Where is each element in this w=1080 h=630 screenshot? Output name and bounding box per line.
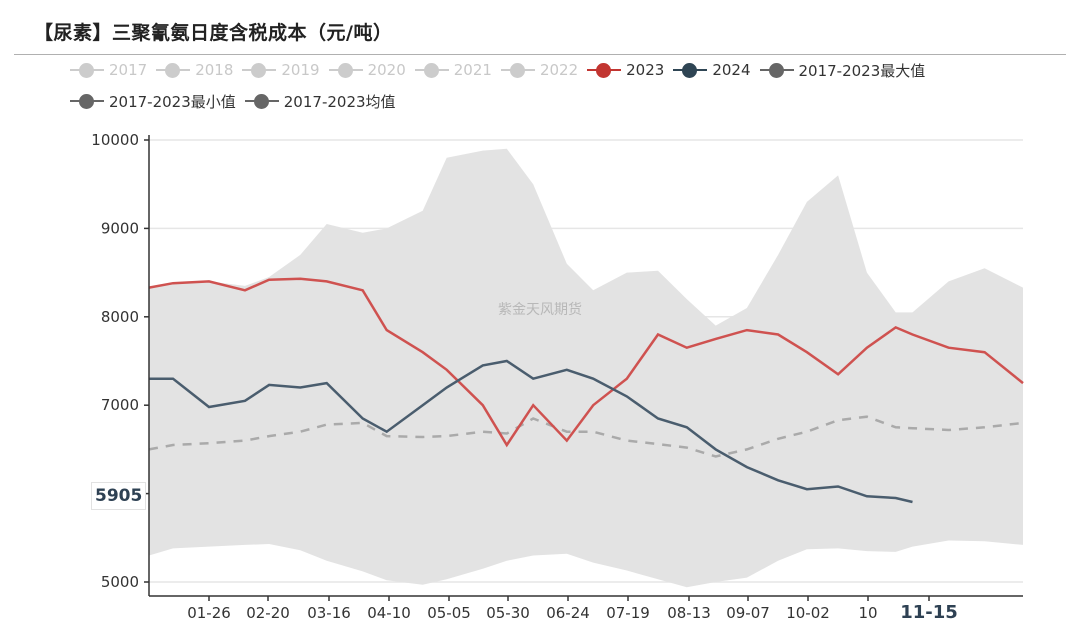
- x-tick-label: 01-26: [187, 604, 231, 622]
- title-divider: [14, 54, 1066, 55]
- legend-line-dot-icon: [587, 63, 622, 78]
- legend-line-dot-icon: [328, 63, 363, 78]
- x-tick-label: 08-13: [667, 604, 711, 622]
- y-tick-label: 5000: [101, 573, 139, 591]
- x-tick-label: 05-30: [486, 604, 530, 622]
- y-axis-ticks: 5000 7000 8000 9000 10000: [91, 131, 149, 591]
- x-axis-ticks: 01-26 02-20 03-16 04-10 05-05 05-30 06-24 07-19…: [187, 596, 958, 623]
- legend-label: 2024: [712, 61, 751, 79]
- x-tick-label: 10: [858, 604, 877, 622]
- x-tick-label: 04-10: [367, 604, 411, 622]
- x-tick-label: 02-20: [246, 604, 290, 622]
- legend-label: 2017-2023最大值: [798, 61, 926, 80]
- x-axis-highlight-label: 11-15: [900, 602, 958, 623]
- legend-line-dot-icon: [70, 63, 104, 78]
- legend-label: 2023: [626, 61, 665, 79]
- y-tick-label: 9000: [101, 219, 139, 237]
- watermark: 紫金天风期货: [498, 301, 582, 318]
- x-tick-label: 06-24: [546, 604, 590, 622]
- legend-line-dot-icon: [500, 63, 535, 78]
- y-tick-label: 7000: [101, 396, 139, 414]
- legend-line-dot-icon: [759, 63, 794, 78]
- chart-title: 【尿素】三聚氰氨日度含税成本（元/吨）: [34, 22, 393, 44]
- legend-label: 2017-2023最小值: [109, 92, 236, 111]
- y-tick-label: 8000: [101, 308, 139, 326]
- legend-item-2020[interactable]: 2020: [328, 60, 406, 80]
- series-2023-line: [148, 277, 1024, 448]
- legend-line-dot-icon: [156, 63, 191, 78]
- legend-line-dot-icon: [70, 94, 104, 109]
- legend-item-2017-2023[interactable]: 2017-2023最大值: [759, 60, 926, 80]
- x-tick-label: 05-05: [427, 604, 471, 622]
- legend-label: 2019: [281, 61, 320, 79]
- legend-label: 2022: [539, 61, 579, 79]
- max-min-band-area: [149, 148, 1023, 588]
- legend-item-2017[interactable]: 2017: [70, 60, 147, 80]
- y-tick-label: 10000: [91, 131, 139, 149]
- y-axis-current-value-marker: 5905: [91, 482, 147, 510]
- legend-line-dot-icon: [673, 63, 708, 78]
- legend-label: 2018: [195, 61, 234, 79]
- legend-item-2019[interactable]: 2019: [242, 60, 320, 80]
- legend-row-1: 2017 2018 2019 2020 2021 2022 2023 2024 2017-202…: [70, 60, 1050, 81]
- legend-item-2021[interactable]: 2021: [414, 60, 492, 80]
- legend-line-dot-icon: [242, 63, 277, 78]
- legend-label: 2017-2023均值: [283, 92, 396, 111]
- x-tick-label: 07-19: [606, 604, 650, 622]
- legend-item-2017-2023[interactable]: 2017-2023最小值: [70, 91, 236, 111]
- legend-item-2018[interactable]: 2018: [156, 60, 233, 80]
- legend-item-2023[interactable]: 2023: [587, 60, 664, 80]
- x-tick-label: 03-16: [307, 604, 351, 622]
- x-tick-label: 10-02: [786, 604, 830, 622]
- legend-item-2017-2023[interactable]: 2017-2023均值: [244, 91, 396, 111]
- legend-item-2022[interactable]: 2022: [500, 60, 579, 80]
- legend-row-2: 2017-2023最小值 2017-2023均值: [70, 91, 1050, 112]
- legend-label: 2021: [453, 61, 492, 79]
- series-mean-line: [148, 415, 1024, 458]
- series-2024-line: [149, 359, 913, 504]
- legend-line-dot-icon: [244, 94, 279, 109]
- legend-item-2024[interactable]: 2024: [673, 60, 751, 80]
- axes: [148, 135, 1023, 597]
- x-tick-label: 09-07: [726, 604, 770, 622]
- legend-label: 2017: [109, 61, 148, 79]
- legend-line-dot-icon: [414, 63, 449, 78]
- legend-label: 2020: [367, 61, 406, 79]
